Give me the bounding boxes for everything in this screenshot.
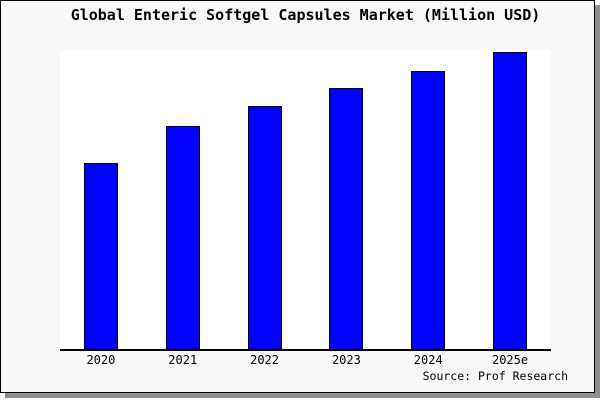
x-axis-labels: 2020 2021 2022 2023 2024 2025e <box>60 353 551 367</box>
x-tick-label-2022: 2022 <box>250 353 280 367</box>
bar-2021 <box>165 125 200 349</box>
chart-title: Global Enteric Softgel Capsules Market (… <box>70 6 541 24</box>
x-tick-label-2024: 2024 <box>413 353 443 367</box>
x-tick-label-2021: 2021 <box>168 353 198 367</box>
bar-slot <box>387 50 469 349</box>
bar-2023 <box>329 88 364 349</box>
x-tick-label-2020: 2020 <box>86 353 116 367</box>
bar-slot <box>305 50 387 349</box>
bar-2020 <box>83 162 118 349</box>
x-tick-label-2023: 2023 <box>331 353 361 367</box>
bar-slot <box>224 50 306 349</box>
bar-slot <box>469 50 551 349</box>
bar-2022 <box>247 105 282 349</box>
bar-slot <box>60 50 142 349</box>
x-tick-label-2025e: 2025e <box>491 353 529 367</box>
bar-2025e <box>493 52 528 349</box>
source-note: Source: Prof Research <box>422 369 568 383</box>
bar-2024 <box>411 71 446 349</box>
bar-slot <box>142 50 224 349</box>
plot-area <box>60 50 551 351</box>
